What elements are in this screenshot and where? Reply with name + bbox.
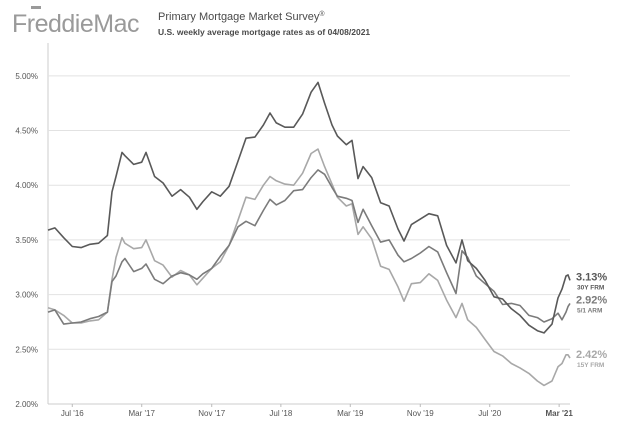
end-value-15y: 2.42%: [576, 349, 607, 361]
series-line-arm: [47, 169, 571, 325]
y-axis-ticks: 2.00% 2.50% 3.00% 3.50% 4.00% 4.50% 5.00%: [15, 72, 38, 409]
end-value-arm: 2.92%: [576, 294, 607, 306]
series-name-arm: 5/1 ARM: [577, 307, 602, 314]
x-tick-label: Nov '17: [198, 409, 225, 418]
end-labels: 3.13%30Y FRM 2.92%5/1 ARM 2.42%15Y FRM: [576, 271, 607, 369]
y-tick-label: 5.00%: [15, 72, 38, 81]
chart-subtitle: U.S. weekly average mortgage rates as of…: [158, 27, 370, 37]
x-tick-label: Mar '21: [546, 409, 574, 418]
y-tick-label: 4.00%: [15, 181, 38, 190]
x-tick-label: Jul '18: [269, 409, 292, 418]
series-name-30y: 30Y FRM: [577, 284, 604, 291]
x-axis-ticks: Jul '16 Mar '17 Nov '17 Jul '18 Mar '19 Nov '…: [61, 404, 573, 418]
gridlines: [48, 75, 570, 350]
y-tick-label: 2.00%: [15, 400, 38, 409]
x-tick-label: Mar '19: [337, 409, 364, 418]
x-tick-label: Mar '17: [128, 409, 155, 418]
x-tick-label: Jul '20: [478, 409, 501, 418]
series-line-30y: [47, 81, 571, 334]
chart-title: Primary Mortgage Market Survey®: [158, 10, 325, 23]
series-line-15y: [47, 148, 571, 387]
title-text: Primary Mortgage Market Survey: [158, 11, 320, 23]
x-tick-label: Nov '19: [407, 409, 434, 418]
series-lines: [47, 81, 571, 387]
registered-mark: ®: [319, 10, 325, 18]
logo-text: FreddieMac: [12, 10, 139, 38]
end-value-30y: 3.13%: [576, 271, 607, 283]
y-tick-label: 3.50%: [15, 236, 38, 245]
brand-logo: FreddieMac: [12, 6, 140, 38]
logo-mark: [31, 6, 41, 9]
series-name-15y: 15Y FRM: [577, 362, 604, 369]
y-tick-label: 4.50%: [15, 127, 38, 136]
y-tick-label: 2.50%: [15, 345, 38, 354]
x-tick-label: Jul '16: [61, 409, 84, 418]
y-tick-label: 3.00%: [15, 291, 38, 300]
